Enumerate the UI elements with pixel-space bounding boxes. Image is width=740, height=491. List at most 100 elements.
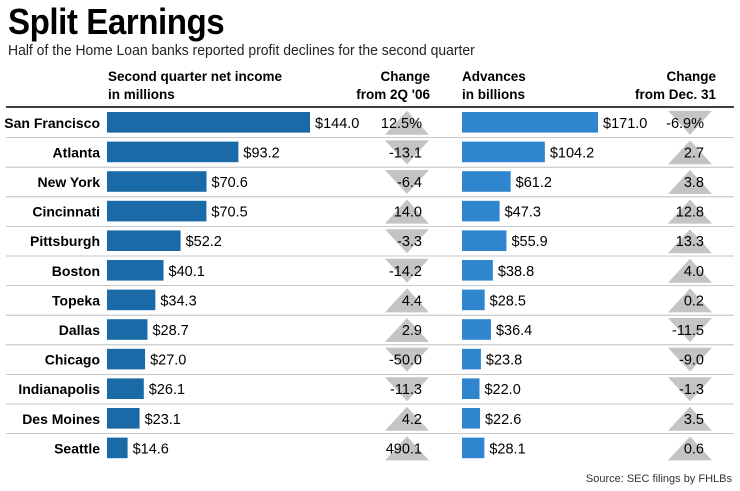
down-arrow-icon [385,229,429,254]
chart-subtitle: Half of the Home Loan banks reported pro… [8,42,475,59]
up-arrow-icon [385,288,429,313]
income-bar [107,289,156,311]
income-bar [107,260,164,281]
income-value-label: $93.2 [243,145,279,161]
advances-change-label: 3.5 [684,412,704,428]
bank-label: Pittsburgh [30,233,100,249]
advances-bar [462,289,485,311]
bank-label: New York [37,174,100,190]
up-arrow-icon [668,436,712,461]
down-arrow-icon [668,318,712,342]
advances-value-label: $36.4 [496,323,532,339]
advances-value-label: $28.5 [490,293,526,309]
bank-label: Dallas [59,322,100,338]
bank-label: Cincinnati [32,204,100,220]
income-change-label: -14.2 [389,264,422,280]
row-chicago: Chicago $27.0 -50.0 $23.8 -9.0 [6,344,734,372]
income-change-label: -50.0 [389,353,422,369]
column-header-2-line-0: Advances [462,69,526,84]
advances-value-label: $104.2 [550,145,594,161]
advances-value-label: $171.0 [603,116,647,132]
income-value-label: $34.3 [160,293,196,309]
up-arrow-icon [668,229,712,254]
income-value-label: $70.5 [211,205,247,221]
row-pittsburgh: Pittsburgh $52.2 -3.3 $55.9 13.3 [6,225,734,254]
advances-change-label: 13.3 [676,234,704,250]
column-headers: Second quarter net income in millions Chan… [108,69,716,102]
chart-rows: San Francisco $144.0 12.5% $171.0 -6.9% Atlan… [4,110,734,461]
income-value-label: $28.7 [152,323,188,339]
income-bar [107,141,239,163]
up-arrow-icon [385,318,429,342]
advances-change-label: -6.9% [666,116,704,132]
advances-bar [462,200,500,222]
advances-change-label: -1.3 [679,382,704,398]
bank-label: Atlanta [53,144,101,160]
advances-value-label: $55.9 [511,234,547,250]
up-arrow-icon [668,288,712,313]
income-change-label: 4.4 [402,293,422,309]
source-note: Source: SEC filings by FHLBs [586,473,733,485]
income-bar [107,408,140,429]
income-bar [107,319,148,340]
income-change-label: -11.3 [390,382,422,398]
down-arrow-icon [668,347,712,372]
advances-change-label: 3.8 [684,175,704,191]
income-change-label: 12.5% [381,116,422,132]
advances-change-label: 0.2 [684,293,704,309]
income-value-label: $26.1 [149,382,185,398]
advances-change-label: 0.6 [684,441,704,457]
bank-label: San Francisco [4,115,100,131]
income-bar [107,348,146,370]
row-new-york: New York $70.6 -6.4 $61.2 3.8 [6,166,734,194]
bank-label: Seattle [54,440,100,456]
income-value-label: $27.0 [150,353,186,369]
income-change-label: -6.4 [397,175,422,191]
income-bar [107,171,207,192]
down-arrow-icon [668,110,712,135]
advances-bar [462,378,480,399]
income-value-label: $70.6 [212,175,248,191]
up-arrow-icon [385,110,429,135]
advances-value-label: $22.0 [484,382,520,398]
up-arrow-icon [385,199,429,224]
advances-bar [462,437,485,459]
advances-bar [462,171,511,192]
row-boston: Boston $40.1 -14.2 $38.8 4.0 [6,255,734,283]
advances-bar [462,141,545,163]
down-arrow-icon [385,140,429,165]
down-arrow-icon [385,170,429,194]
row-dallas: Dallas $28.7 2.9 $36.4 -11.5 [6,314,734,342]
advances-bar [462,348,481,370]
bank-label: Topeka [52,292,100,308]
up-arrow-icon [385,436,429,461]
advances-change-label: 4.0 [684,264,704,280]
advances-bar [462,408,480,429]
advances-change-label: -11.5 [672,323,704,339]
down-arrow-icon [385,258,429,283]
income-bar [107,200,207,222]
column-header-3-line-0: Change [666,69,716,84]
advances-value-label: $28.1 [489,441,525,457]
advances-bar [462,112,598,133]
down-arrow-icon [385,377,429,402]
up-arrow-icon [668,199,712,224]
advances-bar [462,260,493,281]
up-arrow-icon [385,406,429,431]
row-topeka: Topeka $34.3 4.4 $28.5 0.2 [6,285,734,313]
advances-change-label: 12.8 [676,205,704,221]
income-bar [107,378,144,399]
income-bar [107,437,128,459]
up-arrow-icon [668,258,712,283]
bank-label: Indianapolis [18,381,100,397]
income-value-label: $23.1 [145,412,181,428]
advances-bar [462,319,491,340]
row-cincinnati: Cincinnati $70.5 14.0 $47.3 12.8 [6,196,734,224]
income-value-label: $144.0 [315,116,359,132]
advances-bar [462,230,507,251]
income-change-label: -13.1 [389,145,422,161]
row-seattle: Seattle $14.6 490.1 $28.1 0.6 [6,433,734,461]
chart-title: Split Earnings [8,1,225,42]
row-san-francisco: San Francisco $144.0 12.5% $171.0 -6.9% [4,110,712,135]
